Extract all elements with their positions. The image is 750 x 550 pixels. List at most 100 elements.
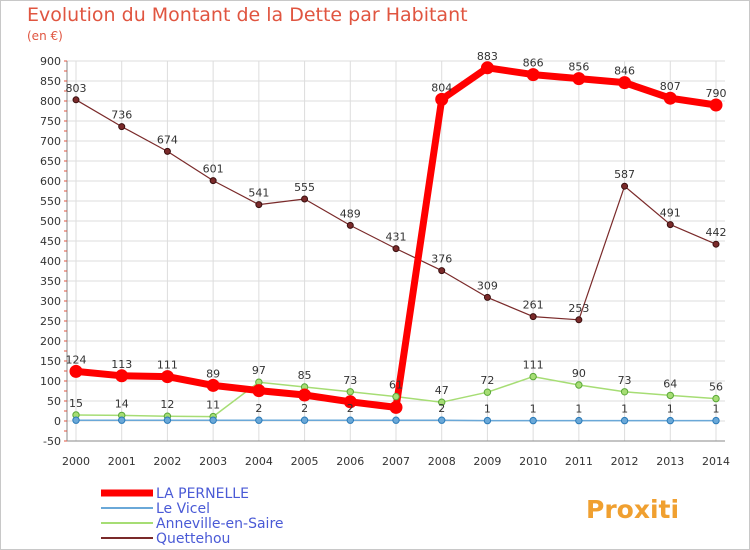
- x-tick-label: 2013: [656, 455, 684, 468]
- data-label: 61: [389, 379, 403, 392]
- y-tick-label: 800: [40, 95, 61, 108]
- y-tick-label: 0: [54, 415, 61, 428]
- data-label: 73: [618, 374, 632, 387]
- data-point: [575, 316, 583, 324]
- data-point: [343, 395, 357, 409]
- data-label: 56: [709, 381, 723, 394]
- data-point: [160, 370, 174, 384]
- x-tick-label: 2010: [519, 455, 547, 468]
- data-label: 90: [572, 367, 586, 380]
- data-label: 736: [111, 109, 132, 122]
- x-tick-label: 2003: [199, 455, 227, 468]
- data-point: [72, 96, 80, 104]
- y-tick-label: -50: [43, 435, 61, 448]
- data-point: [115, 369, 129, 383]
- data-point: [163, 416, 172, 424]
- data-point: [483, 416, 492, 425]
- x-tick-label: 2001: [108, 455, 136, 468]
- data-point: [620, 388, 629, 396]
- data-point: [438, 267, 446, 275]
- data-label: 11: [206, 399, 220, 412]
- data-point: [709, 98, 723, 112]
- data-label: 89: [206, 367, 220, 380]
- data-point: [483, 388, 492, 396]
- data-label: 2: [255, 402, 262, 415]
- data-label: 376: [431, 253, 452, 266]
- data-label: 1: [621, 403, 628, 416]
- y-unit-label: (en €): [27, 29, 63, 43]
- x-tick-label: 2007: [382, 455, 410, 468]
- data-label: 253: [568, 302, 589, 315]
- x-tick-label: 2004: [245, 455, 273, 468]
- data-point: [392, 245, 400, 253]
- y-tick-label: 250: [40, 315, 61, 328]
- data-point: [712, 416, 720, 425]
- y-tick-label: 300: [40, 295, 61, 308]
- data-label: 113: [111, 358, 132, 371]
- data-point: [72, 416, 80, 424]
- data-point: [300, 416, 309, 424]
- x-tick-label: 2000: [62, 455, 90, 468]
- data-label: 2: [438, 402, 445, 415]
- data-label: 866: [523, 57, 544, 70]
- x-tick-label: 2006: [336, 455, 364, 468]
- legend-label-0: LA PERNELLE: [156, 486, 249, 502]
- y-tick-label: 50: [47, 395, 61, 408]
- y-tick-label: 750: [40, 115, 61, 128]
- data-point: [69, 364, 83, 378]
- data-point: [346, 221, 354, 229]
- data-label: 47: [435, 384, 449, 397]
- data-point: [620, 416, 629, 425]
- data-label: 431: [386, 231, 407, 244]
- data-point: [529, 313, 537, 321]
- data-point: [526, 68, 540, 82]
- data-label: 15: [69, 397, 83, 410]
- data-point: [346, 416, 354, 424]
- data-label: 803: [66, 82, 87, 95]
- y-tick-label: 900: [40, 55, 61, 68]
- x-tick-label: 2011: [565, 455, 593, 468]
- proxiti-logo: Proxiti: [586, 495, 679, 524]
- data-point: [666, 221, 674, 229]
- data-label: 85: [298, 369, 312, 382]
- data-point: [621, 182, 629, 190]
- data-point: [529, 372, 537, 381]
- data-label: 111: [157, 359, 178, 372]
- data-point: [255, 416, 263, 424]
- legend-label-1: Le Vicel: [156, 501, 210, 517]
- y-tick-label: 400: [40, 255, 61, 268]
- x-tick-label: 2005: [291, 455, 319, 468]
- data-label: 2: [301, 402, 308, 415]
- data-point: [209, 177, 217, 185]
- data-point: [389, 400, 403, 414]
- data-label: 846: [614, 65, 635, 78]
- data-label: 1: [530, 403, 537, 416]
- data-label: 601: [203, 163, 224, 176]
- data-point: [118, 123, 126, 131]
- y-tick-label: 150: [40, 355, 61, 368]
- data-point: [575, 416, 583, 425]
- data-point: [392, 392, 400, 401]
- data-label: 442: [706, 226, 727, 239]
- legend-label-3: Quettehou: [156, 531, 230, 547]
- data-label: 541: [248, 187, 269, 200]
- data-label: 73: [343, 374, 357, 387]
- data-point: [663, 91, 677, 105]
- data-point: [255, 201, 263, 209]
- data-point: [438, 416, 446, 424]
- data-point: [252, 384, 266, 398]
- data-label: 12: [160, 398, 174, 411]
- data-label: 72: [480, 374, 494, 387]
- data-label: 14: [115, 397, 129, 410]
- data-point: [298, 388, 312, 402]
- data-point: [575, 381, 583, 389]
- data-point: [572, 72, 586, 86]
- y-tick-label: 350: [40, 275, 61, 288]
- y-tick-label: 650: [40, 155, 61, 168]
- data-point: [206, 378, 220, 392]
- data-point: [618, 76, 632, 90]
- data-point: [666, 416, 674, 425]
- data-label: 64: [663, 377, 677, 390]
